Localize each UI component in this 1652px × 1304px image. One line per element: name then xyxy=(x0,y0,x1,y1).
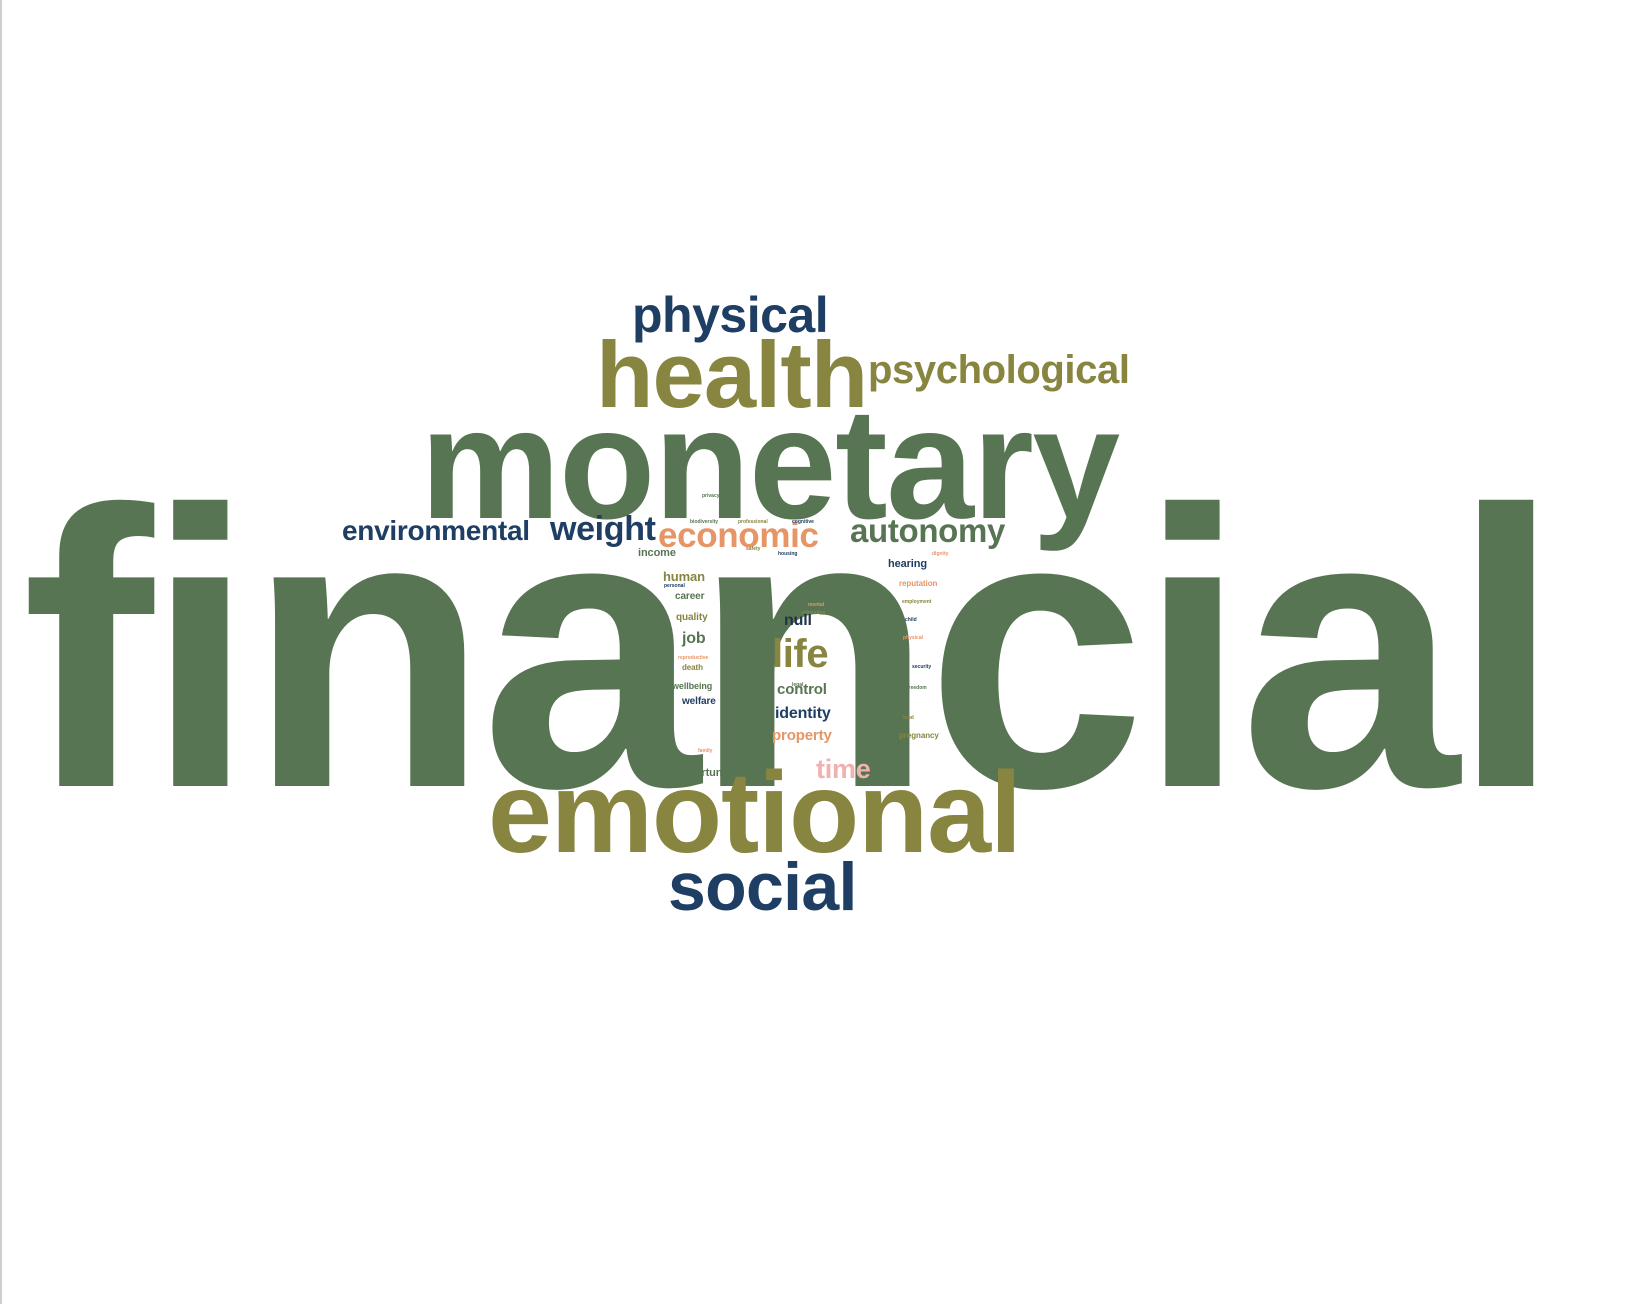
word-environmental: environmental xyxy=(342,515,530,546)
word-time: time xyxy=(816,754,871,784)
small-word: professional xyxy=(738,519,768,525)
word-human: human xyxy=(663,569,705,584)
word-hearing: hearing xyxy=(888,558,927,570)
small-word: housing xyxy=(778,551,798,557)
word-health: health xyxy=(596,322,868,427)
small-word: food xyxy=(903,715,914,721)
word-control: control xyxy=(777,681,827,698)
small-word: freedom xyxy=(907,685,927,691)
word-pregnancy: pregnancy xyxy=(899,731,939,740)
small-word: personal xyxy=(664,583,685,589)
word-wellbeing: wellbeing xyxy=(672,681,713,691)
word-physical: physical xyxy=(632,287,829,343)
word-monetary: monetary xyxy=(420,376,1120,552)
word-income: income xyxy=(638,547,676,559)
word-emotional: emotional xyxy=(488,749,1022,877)
small-word: mental xyxy=(808,602,825,608)
small-word: physical xyxy=(903,635,924,641)
small-word: cognitive xyxy=(792,519,814,525)
word-opportunity: opportunity xyxy=(675,767,735,779)
word-quality: quality xyxy=(676,612,708,623)
small-word: legal xyxy=(792,682,804,688)
small-word: family xyxy=(698,748,713,754)
word-social: social xyxy=(668,849,857,925)
word-reputation: reputation xyxy=(899,579,938,588)
word-financial: financial xyxy=(22,428,1561,870)
word-death: death xyxy=(682,663,703,672)
small-word: safety xyxy=(746,546,761,552)
small-word: employment xyxy=(902,599,932,605)
word-career: career xyxy=(675,591,705,602)
word-weight: weight xyxy=(550,510,656,548)
small-word: independence xyxy=(820,611,854,617)
word-identity: identity xyxy=(775,705,831,722)
word-economic: economic xyxy=(658,516,819,555)
word-null: null xyxy=(784,612,812,629)
word-life: life xyxy=(772,632,829,676)
word-psychological: psychological xyxy=(868,348,1130,392)
small-word: reproductive xyxy=(678,655,709,661)
small-word: child xyxy=(905,617,917,623)
word-welfare: welfare xyxy=(682,696,716,707)
small-word: dignity xyxy=(932,551,949,557)
word-job: job xyxy=(682,630,706,647)
small-word: biodiversity xyxy=(690,519,719,525)
small-word: security xyxy=(912,664,932,670)
word-autonomy: autonomy xyxy=(850,512,1006,549)
word-property: property xyxy=(772,727,832,744)
small-word: education xyxy=(802,610,826,616)
small-word: privacy xyxy=(702,493,720,499)
